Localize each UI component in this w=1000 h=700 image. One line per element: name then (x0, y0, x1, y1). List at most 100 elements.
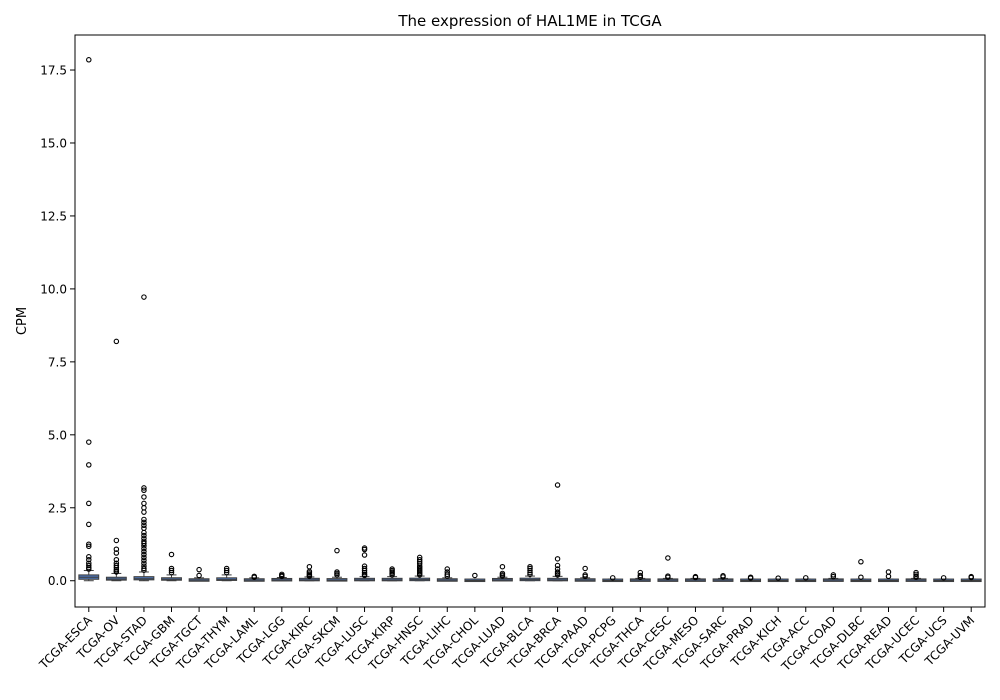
outlier-point (141, 565, 147, 572)
outlier-point (168, 551, 175, 558)
plot-frame (74, 34, 986, 608)
outlier-point (168, 567, 175, 574)
outlier-point (885, 573, 892, 580)
outlier-point (665, 574, 671, 580)
outlier-point (141, 535, 147, 542)
outlier-point (830, 573, 837, 580)
chart-title: The expression of HAL1ME in TCGA (397, 12, 662, 30)
y-axis-label: CPM (15, 307, 30, 335)
outlier-point (141, 557, 147, 564)
outlier-point (968, 574, 974, 581)
outlier-point (361, 567, 368, 574)
y-axis: 0.0 2.5 5.0 7.5 10.0 12.5 15.0 17.5 (40, 64, 75, 588)
outlier-point (141, 294, 147, 300)
outlier-point (747, 575, 754, 581)
outlier-point (775, 575, 781, 581)
box-tcga-tgct (188, 566, 210, 582)
box-tcga-stad (133, 294, 155, 582)
y-tick-label: 5.0 (48, 428, 67, 442)
box-tcga-dlbc (850, 559, 872, 583)
outlier-point (141, 551, 147, 558)
outlier-point (554, 556, 561, 562)
box-tcga-kirc (298, 563, 320, 582)
outlier-point (444, 566, 451, 572)
box-tcga-laml (243, 573, 265, 582)
outlier-point (86, 554, 92, 560)
outlier-point (141, 509, 147, 515)
outlier-point (86, 439, 92, 445)
outlier-point (361, 552, 368, 558)
outlier-point (223, 567, 230, 574)
box-tcga-hnsc (409, 554, 431, 582)
outlier-point (416, 572, 423, 578)
outlier-point (582, 565, 588, 572)
box-tcga-kich (767, 575, 789, 583)
outlier-point (637, 572, 644, 579)
y-tick-label: 10.0 (40, 282, 67, 296)
box-tcga-luad (491, 563, 513, 582)
box-tcga-brca (547, 482, 569, 582)
box-tcga-paad (574, 565, 596, 582)
outlier-point (830, 572, 837, 578)
box-tcga-gbm (161, 551, 182, 582)
outlier-point (113, 569, 120, 575)
outlier-point (251, 574, 257, 580)
outlier-point (141, 529, 147, 536)
outlier-point (582, 573, 588, 580)
outlier-point (141, 548, 147, 555)
y-tick-label: 12.5 (40, 209, 67, 223)
outlier-point (86, 541, 92, 548)
outlier-point (141, 545, 147, 552)
outlier-point (113, 546, 120, 552)
outlier-point (141, 522, 147, 529)
y-tick-label: 7.5 (48, 355, 67, 369)
box-tcga-ov (105, 338, 127, 582)
outlier-point (141, 494, 147, 500)
outlier-point (86, 57, 92, 63)
outlier-point (141, 554, 147, 561)
box-tcga-ucec (905, 569, 927, 582)
box-tcga-ucs (933, 575, 955, 583)
outlier-point (334, 572, 340, 578)
outlier-point (609, 575, 616, 581)
outlier-point (554, 572, 561, 578)
outlier-point (472, 572, 478, 579)
outlier-point (86, 556, 92, 563)
outlier-point (499, 573, 506, 579)
outlier-point (692, 574, 699, 581)
box-tcga-meso (685, 573, 706, 582)
outlier-point (141, 516, 147, 523)
outlier-point (527, 571, 533, 578)
outlier-point (141, 487, 147, 494)
box-tcga-pcpg (602, 575, 624, 583)
plot-area (78, 57, 982, 583)
y-tick-label: 2.5 (48, 501, 67, 515)
outlier-point (141, 560, 147, 566)
outlier-point (720, 574, 726, 580)
outlier-point (913, 571, 919, 578)
y-tick-label: 0.0 (48, 574, 67, 588)
box-tcga-esca (78, 57, 100, 582)
outlier-point (113, 550, 120, 556)
box-tcga-lihc (436, 566, 458, 582)
y-tick-label: 15.0 (40, 136, 67, 150)
outlier-point (141, 519, 147, 526)
outlier-point (113, 556, 120, 563)
box-tcga-cesc (657, 555, 679, 582)
outlier-point (527, 567, 533, 574)
outlier-point (665, 555, 671, 561)
outlier-point (527, 569, 533, 576)
outlier-point (141, 532, 147, 539)
outlier-point (527, 563, 533, 570)
outlier-point (86, 500, 92, 507)
box-tcga-kirp (381, 566, 403, 582)
outlier-point (113, 537, 120, 544)
box-tcga-prad (740, 574, 762, 583)
outlier-point (444, 573, 451, 579)
outlier-point (637, 574, 644, 580)
outlier-point (86, 462, 92, 468)
box-tcga-thym (216, 565, 238, 582)
outlier-point (913, 574, 919, 580)
